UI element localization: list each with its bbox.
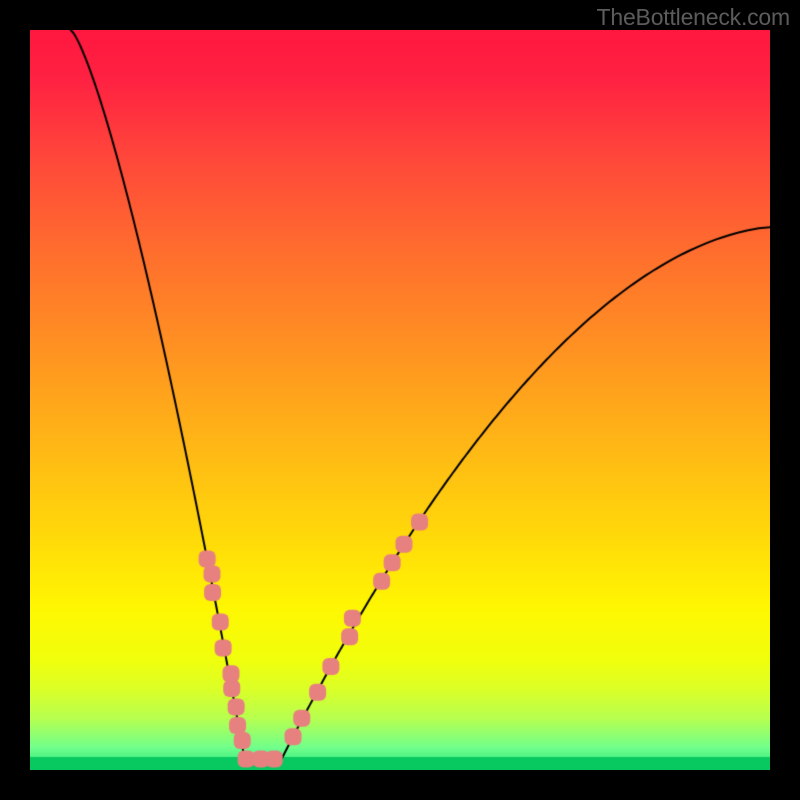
bottleneck-chart [30,30,770,770]
watermark-text: TheBottleneck.com [597,4,790,31]
chart-stage: TheBottleneck.com [0,0,800,800]
